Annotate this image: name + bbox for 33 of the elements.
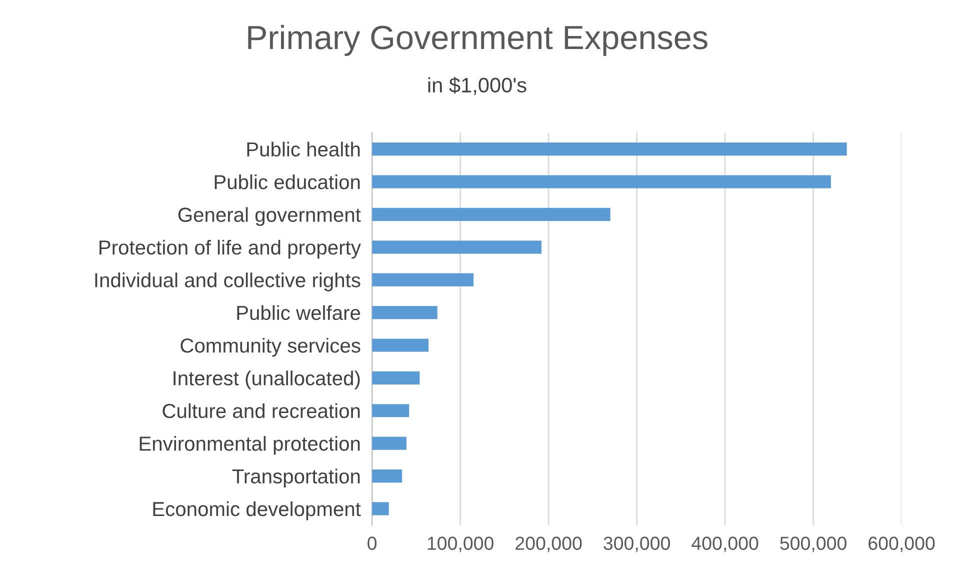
bar (372, 142, 847, 156)
bar (372, 404, 410, 418)
y-tick-label: Public health (247, 142, 360, 157)
x-tick-label: 0 (368, 536, 377, 550)
x-tick-label: 600,000 (868, 536, 935, 552)
bar (372, 306, 438, 320)
y-tick-label: Economic development (153, 501, 361, 520)
x-tick-label: 100,000 (428, 536, 494, 552)
x-tick-label: 200,000 (516, 536, 582, 552)
bar (372, 371, 420, 384)
x-tick-label: 300,000 (604, 536, 670, 552)
bar (372, 175, 831, 188)
y-tick-label: Culture and recreation (162, 403, 360, 418)
y-tick-label: Protection of life and property (100, 240, 361, 259)
chart-title: Primary Government Expenses (248, 24, 708, 56)
y-tick-label: Transportation (232, 468, 360, 488)
x-tick-label: 500,000 (780, 536, 846, 552)
bar (372, 436, 406, 450)
bar (372, 338, 429, 352)
y-tick-label: Community services (180, 338, 360, 357)
bar (372, 240, 542, 254)
bar (372, 502, 389, 516)
x-tick-label: 400,000 (692, 536, 758, 552)
chart-subtitle: in $1,000's (428, 76, 526, 95)
bar (372, 208, 610, 221)
y-tick-label: Public welfare (237, 305, 360, 320)
bar (372, 273, 474, 286)
y-tick-label: Environmental protection (140, 436, 360, 455)
y-tick-label: Interest (unallocated) (174, 370, 360, 390)
y-tick-label: Individual and collective rights (95, 272, 360, 292)
y-tick-label: General government (178, 207, 361, 226)
bar (372, 469, 402, 483)
y-tick-label: Public education (214, 174, 360, 190)
